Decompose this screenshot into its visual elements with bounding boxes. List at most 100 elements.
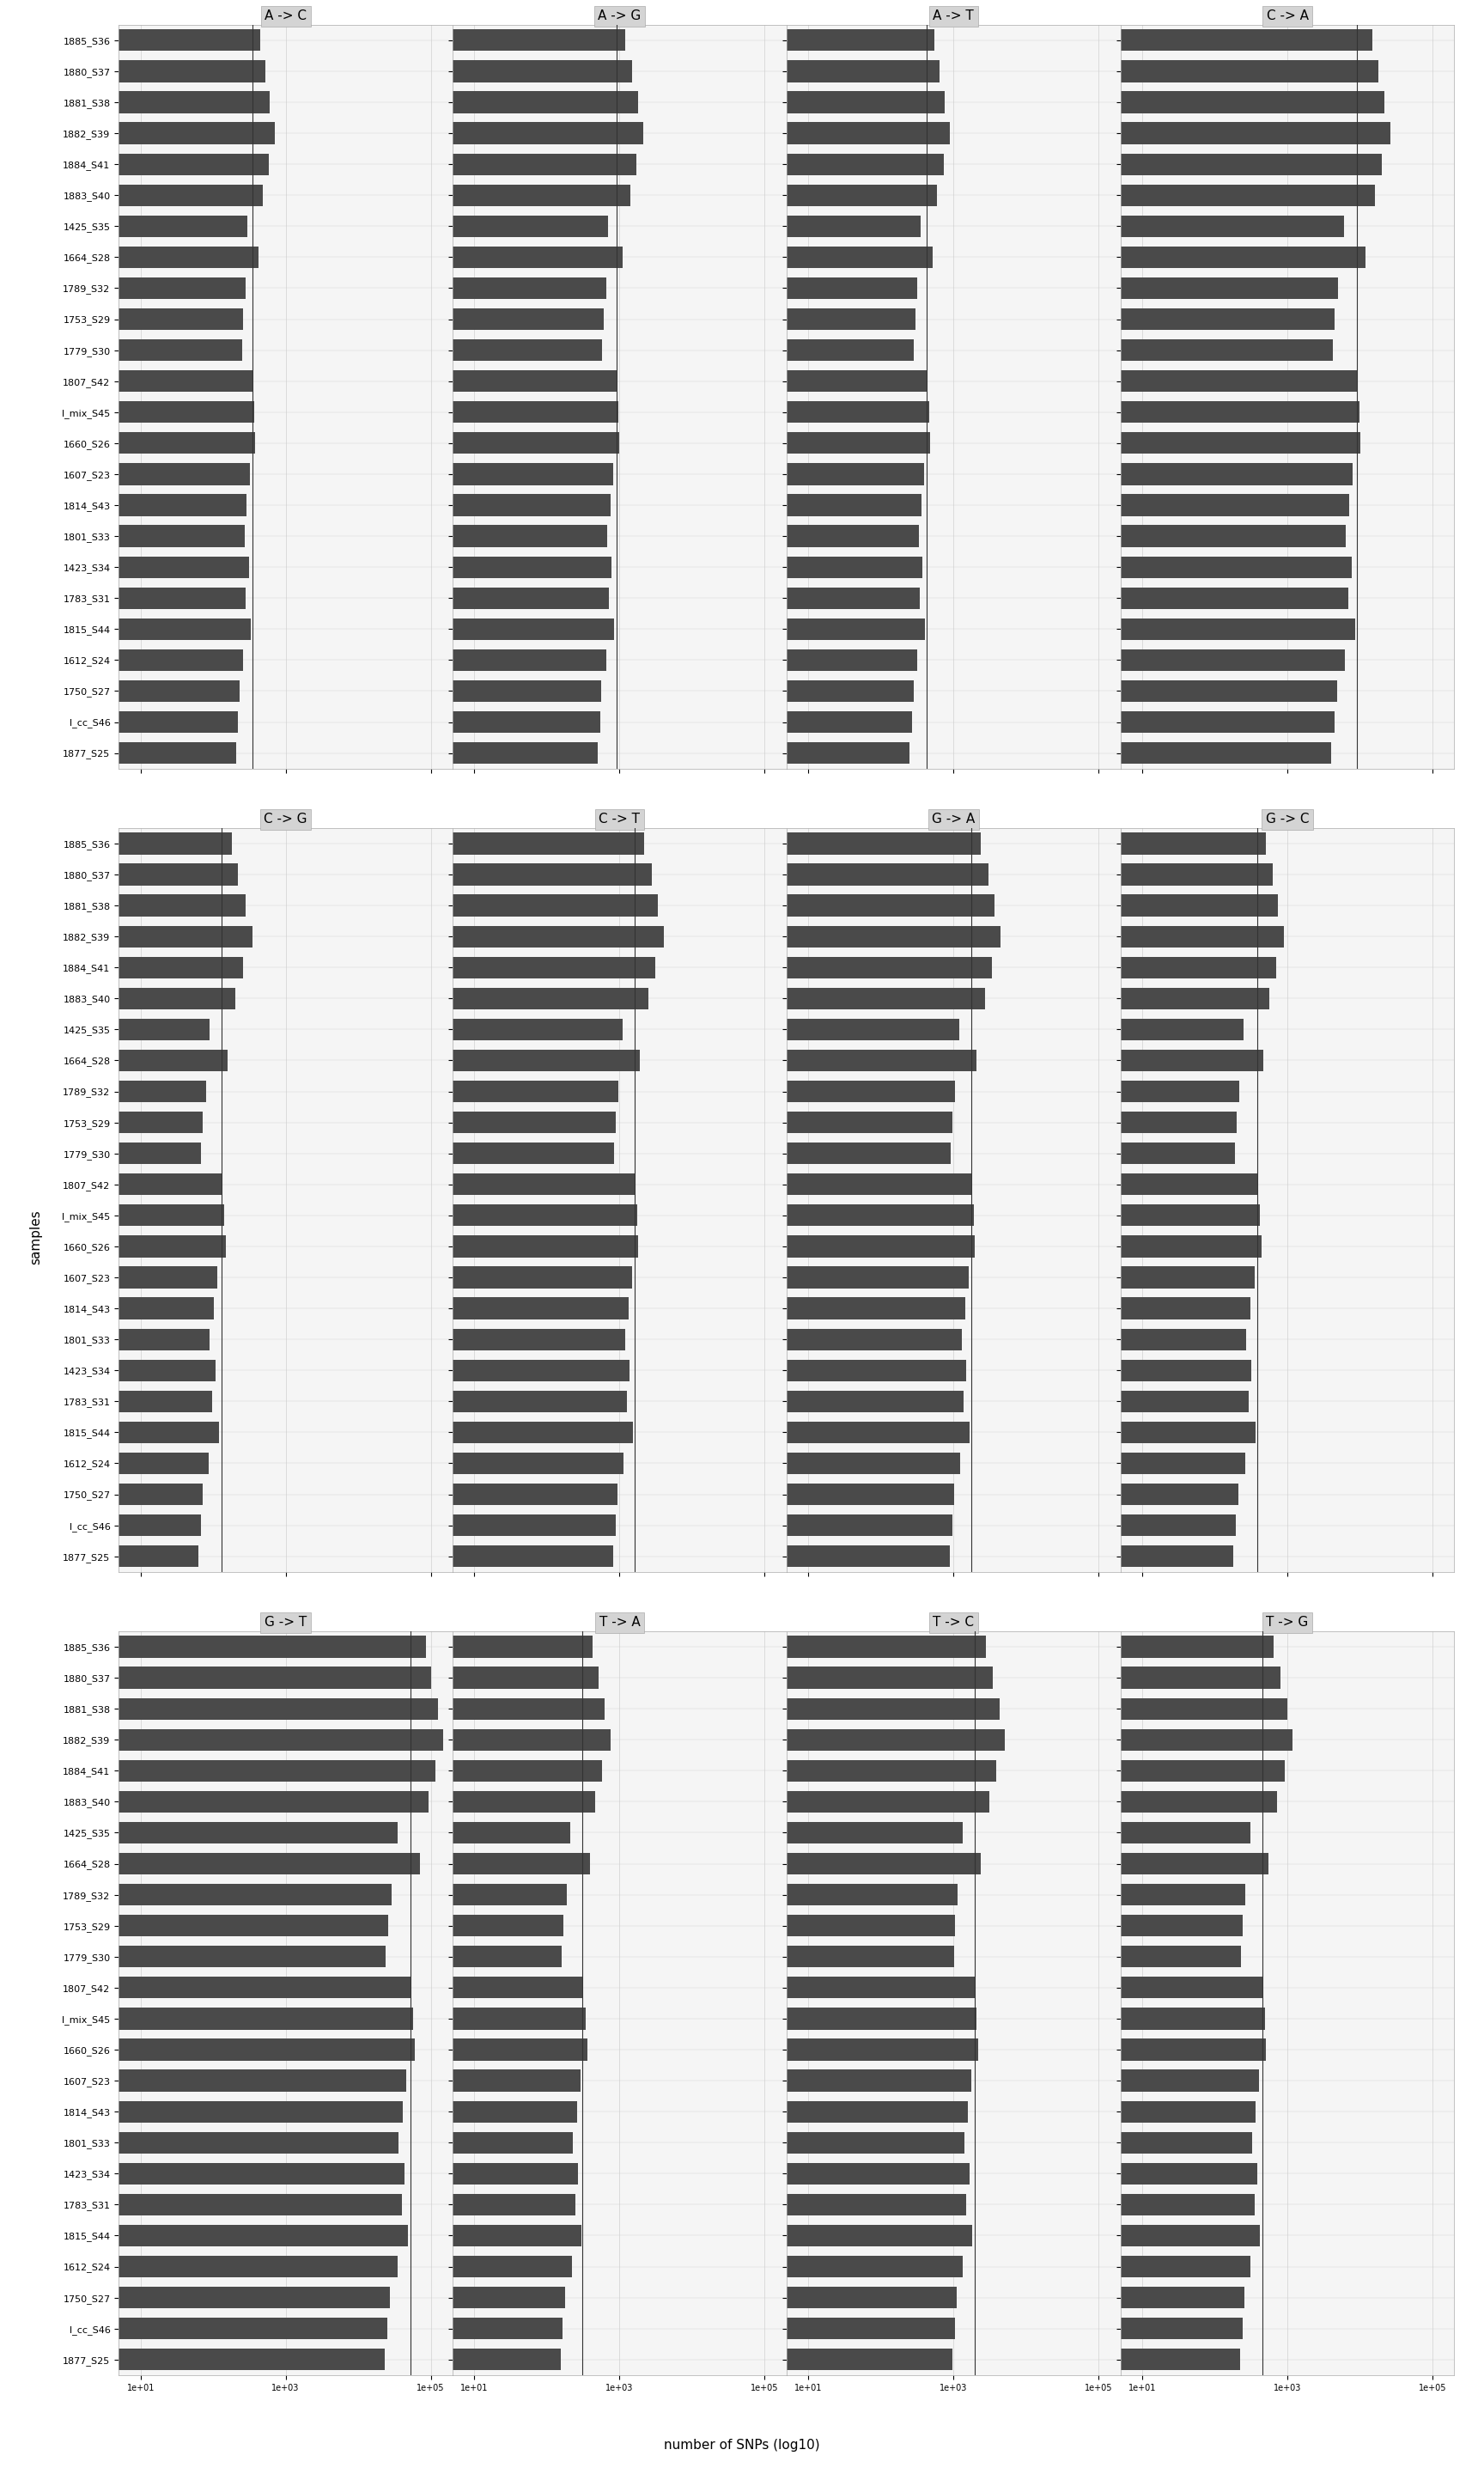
Bar: [1070, 1853, 1269, 1875]
Bar: [68, 1821, 398, 1843]
Bar: [402, 2100, 577, 2123]
Bar: [68, 1546, 197, 1566]
Bar: [68, 92, 270, 114]
Bar: [736, 309, 916, 329]
Bar: [68, 1759, 435, 1781]
Bar: [402, 618, 614, 641]
Bar: [1070, 1081, 1239, 1103]
Bar: [1070, 1143, 1235, 1165]
Bar: [402, 1947, 562, 1967]
Bar: [402, 1729, 610, 1752]
Bar: [736, 186, 938, 205]
Bar: [1070, 247, 1365, 267]
Bar: [1070, 2318, 1242, 2340]
Bar: [68, 925, 252, 948]
Bar: [68, 433, 255, 453]
Bar: [68, 371, 252, 391]
Bar: [68, 1081, 206, 1103]
Bar: [1070, 2039, 1266, 2061]
Bar: [1070, 957, 1276, 977]
Bar: [736, 834, 981, 854]
Bar: [402, 742, 598, 764]
Title: T -> G: T -> G: [1266, 1616, 1309, 1628]
Bar: [1070, 2100, 1255, 2123]
Bar: [1070, 1019, 1244, 1039]
Bar: [68, 59, 266, 82]
Bar: [68, 2133, 399, 2152]
Bar: [736, 92, 944, 114]
Bar: [1070, 742, 1331, 764]
Title: C -> T: C -> T: [600, 814, 640, 826]
Bar: [402, 1361, 629, 1380]
Bar: [402, 2348, 561, 2370]
Bar: [736, 463, 925, 485]
Bar: [402, 1235, 638, 1257]
Bar: [68, 309, 243, 329]
Title: C -> A: C -> A: [1266, 10, 1309, 22]
Bar: [1070, 215, 1345, 238]
Bar: [68, 586, 245, 609]
Bar: [1070, 463, 1353, 485]
Bar: [402, 680, 601, 703]
Text: samples: samples: [30, 1210, 43, 1264]
Bar: [402, 2009, 586, 2029]
Bar: [1070, 1947, 1241, 1967]
Bar: [402, 586, 610, 609]
Bar: [736, 153, 944, 176]
Bar: [402, 1329, 625, 1351]
Bar: [68, 987, 234, 1009]
Bar: [1070, 1635, 1273, 1658]
Bar: [68, 863, 237, 886]
Bar: [736, 1452, 960, 1475]
Bar: [1070, 1235, 1261, 1257]
Bar: [736, 1143, 951, 1165]
Bar: [736, 863, 988, 886]
Bar: [402, 925, 663, 948]
Title: G -> C: G -> C: [1266, 814, 1309, 826]
Bar: [68, 30, 261, 52]
Bar: [736, 1635, 985, 1658]
Bar: [68, 186, 263, 205]
Bar: [1070, 648, 1345, 670]
Bar: [402, 371, 616, 391]
Title: A -> C: A -> C: [264, 10, 307, 22]
Bar: [1070, 1361, 1251, 1380]
Bar: [1070, 1049, 1263, 1071]
Bar: [402, 121, 643, 143]
Bar: [68, 277, 245, 299]
Bar: [1070, 1111, 1236, 1133]
Bar: [1070, 2009, 1264, 2029]
Bar: [1070, 1759, 1284, 1781]
Bar: [402, 2286, 565, 2308]
Bar: [402, 834, 644, 854]
Bar: [68, 2256, 398, 2279]
Bar: [1070, 1296, 1251, 1319]
Bar: [736, 1390, 963, 1413]
Bar: [736, 2009, 976, 2029]
Bar: [1070, 524, 1346, 547]
Bar: [402, 896, 657, 915]
Bar: [402, 401, 617, 423]
Title: G -> T: G -> T: [264, 1616, 307, 1628]
Bar: [1070, 1883, 1245, 1905]
Bar: [736, 925, 1000, 948]
Bar: [402, 1514, 616, 1536]
Bar: [736, 1853, 981, 1875]
Bar: [736, 1667, 993, 1690]
Bar: [68, 1729, 444, 1752]
Bar: [736, 1729, 1005, 1752]
Bar: [736, 1019, 959, 1039]
Bar: [1070, 1390, 1250, 1413]
Bar: [68, 247, 258, 267]
Bar: [1070, 1546, 1233, 1566]
Bar: [402, 557, 611, 579]
Bar: [68, 339, 242, 361]
Bar: [736, 247, 932, 267]
Bar: [736, 680, 913, 703]
Bar: [736, 618, 925, 641]
Bar: [736, 2194, 966, 2214]
Bar: [1070, 371, 1356, 391]
Bar: [402, 987, 649, 1009]
Bar: [736, 1329, 962, 1351]
Bar: [1070, 92, 1385, 114]
